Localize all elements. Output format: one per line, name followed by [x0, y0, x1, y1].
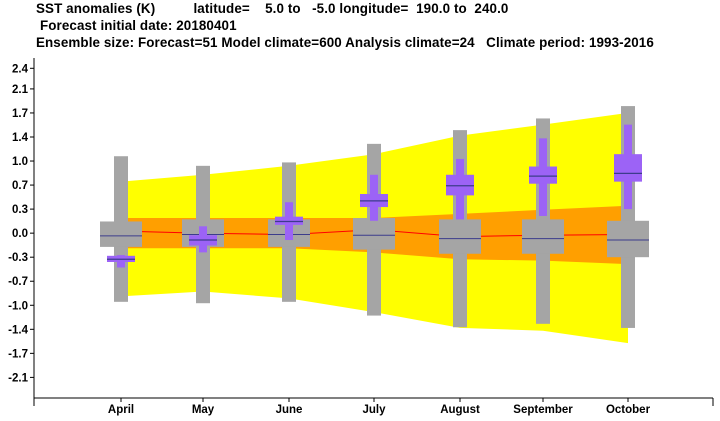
climate-box: [353, 218, 395, 250]
forecast-date-line: Forecast initial date: 20180401: [40, 18, 237, 33]
forecast-box: [529, 166, 557, 184]
y-tick-label: -1.7: [8, 348, 28, 360]
y-tick-label: 1.7: [12, 108, 28, 120]
y-tick-label: 0.0: [12, 228, 28, 240]
x-tick-label: May: [192, 404, 215, 416]
y-tick-label: 2.4: [12, 63, 29, 75]
x-tick-label: June: [276, 404, 303, 416]
forecast-box: [275, 216, 303, 225]
y-tick-label: -0.3: [8, 252, 28, 264]
climate-box: [522, 219, 564, 254]
x-tick-label: October: [606, 404, 651, 416]
y-tick-label: 1.0: [12, 156, 28, 168]
x-tick-label: August: [440, 404, 480, 416]
chart-title-line: SST anomalies (K) latitude= 5.0 to -5.0 …: [36, 1, 509, 16]
y-tick-label: -0.7: [8, 276, 28, 288]
climate-box: [607, 220, 649, 258]
ensemble-info-line: Ensemble size: Forecast=51 Model climate…: [36, 35, 654, 50]
y-tick-label: -1.4: [8, 324, 28, 336]
y-tick-label: 0.3: [12, 204, 28, 216]
chart-header: SST anomalies (K) latitude= 5.0 to -5.0 …: [0, 0, 720, 60]
y-tick-label: -1.0: [8, 300, 28, 312]
y-tick-label: 0.7: [12, 180, 28, 192]
x-tick-label: April: [108, 404, 134, 416]
forecast-box: [446, 174, 474, 196]
climate-box: [439, 219, 481, 254]
y-tick-label: 2.1: [12, 84, 29, 96]
y-tick-label: -2.1: [8, 372, 28, 384]
x-tick-label: September: [513, 404, 573, 416]
y-tick-label: 1.4: [12, 132, 29, 144]
climate-box: [100, 221, 142, 247]
forecast-box: [614, 154, 642, 182]
x-tick-label: July: [362, 404, 386, 416]
